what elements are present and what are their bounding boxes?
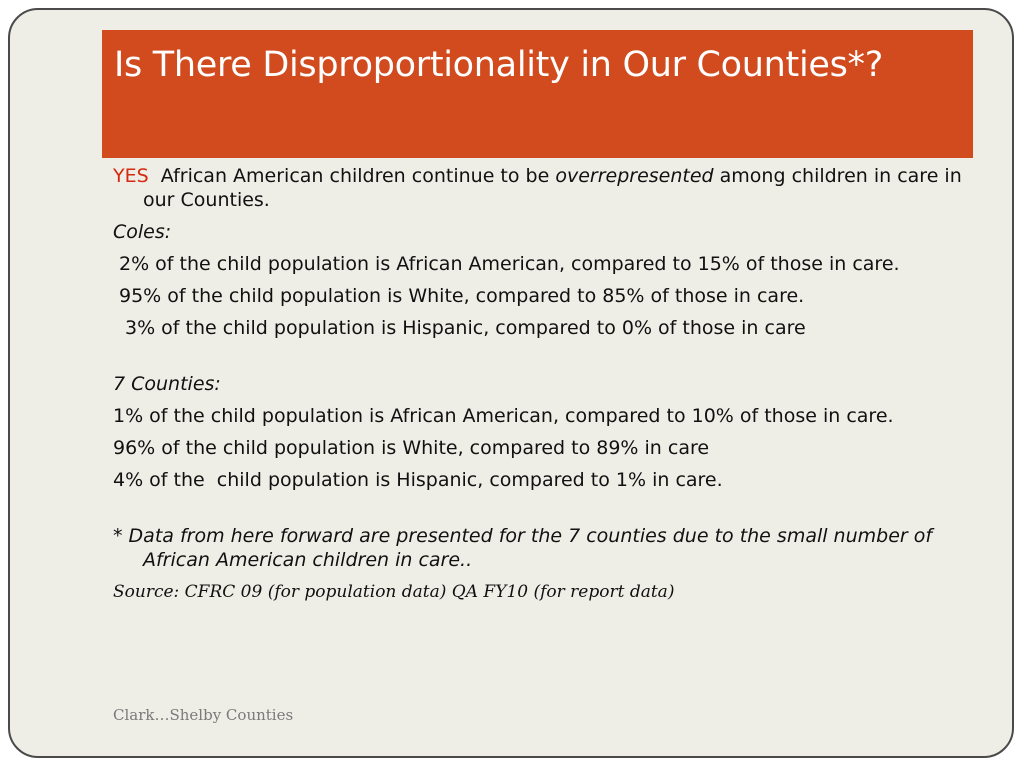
seven-counties-heading: 7 Counties:	[113, 373, 221, 395]
coles-line-2: 95% of the child population is White, co…	[119, 285, 805, 307]
yes-label: YES	[113, 165, 149, 187]
title-bar: Is There Disproportionality in Our Count…	[102, 30, 973, 158]
slide-title: Is There Disproportionality in Our Count…	[114, 45, 884, 85]
slide-footer: Clark…Shelby Counties	[113, 706, 294, 724]
seven-counties-line-3: 4% of the child population is Hispanic, …	[113, 469, 723, 491]
coles-heading: Coles:	[113, 221, 172, 243]
intro-emphasis: overrepresented	[555, 165, 714, 187]
intro-paragraph: YES African American children continue t…	[113, 164, 973, 212]
coles-line-1: 2% of the child population is African Am…	[119, 253, 900, 275]
intro-text-before: African American children continue to be	[160, 165, 550, 187]
seven-counties-line-2: 96% of the child population is White, co…	[113, 437, 710, 459]
source-citation: Source: CFRC 09 (for population data) QA…	[113, 582, 675, 602]
seven-counties-line-1: 1% of the child population is African Am…	[113, 405, 894, 427]
slide-body: YES African American children continue t…	[113, 164, 973, 604]
coles-line-3: 3% of the child population is Hispanic, …	[125, 317, 806, 339]
footnote: * Data from here forward are presented f…	[113, 525, 933, 571]
intro-text-after: among children in care in our Counties.	[143, 165, 962, 211]
